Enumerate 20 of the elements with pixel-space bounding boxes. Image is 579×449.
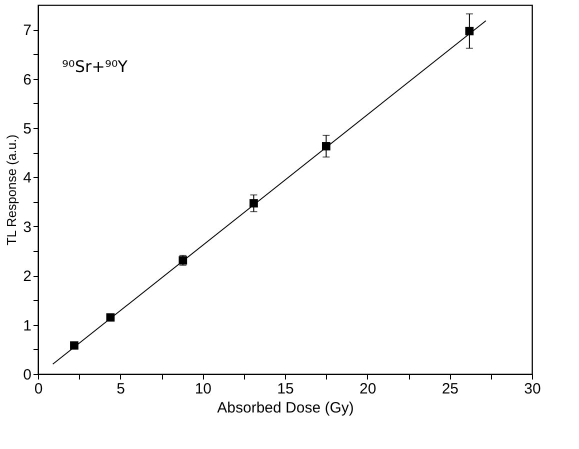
y-tick-label: 7	[23, 22, 32, 40]
y-tick-label: 5	[23, 120, 32, 138]
x-axis-title: Absorbed Dose (Gy)	[217, 400, 354, 416]
y-tick-label: 0	[23, 366, 32, 384]
y-tick-label: 3	[23, 218, 32, 236]
y-axis-title: TL Response (a.u.)	[4, 134, 20, 246]
x-tick-label: 20	[359, 380, 376, 398]
x-tick-label: 25	[442, 380, 459, 398]
x-tick-label: 10	[194, 380, 212, 398]
x-tick-label: 5	[116, 380, 126, 398]
annotation: ⁹⁰Sr+⁹⁰Y	[62, 57, 128, 76]
y-tick-label: 2	[23, 268, 32, 286]
y-tick-label: 6	[23, 71, 32, 88]
x-tick-label: 30	[524, 380, 541, 398]
point	[250, 199, 258, 208]
y-tick-label: 4	[23, 170, 32, 187]
y-tick-label: 1	[23, 317, 32, 334]
point	[465, 26, 474, 36]
x-tick-label: 0	[34, 380, 43, 398]
x-tick-label: 15	[277, 380, 294, 398]
